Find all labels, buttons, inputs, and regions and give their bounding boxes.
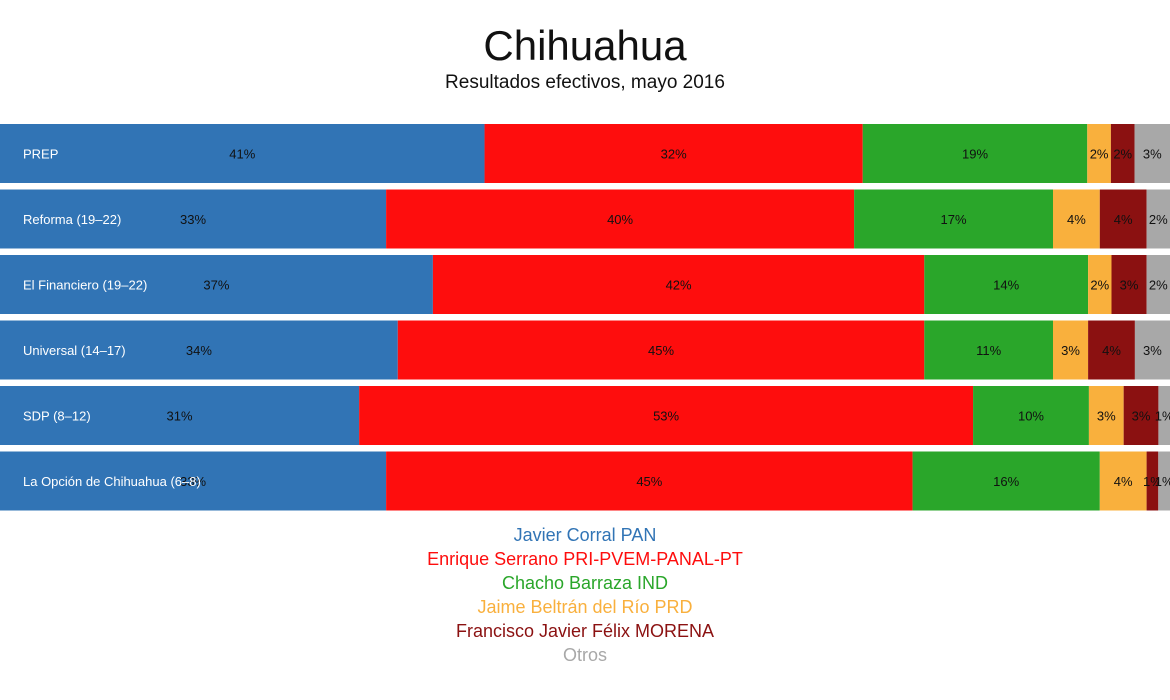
legend: Javier Corral PAN Enrique Serrano PRI-PVE… [0, 523, 1170, 667]
bar-segment [432, 255, 925, 314]
bar-segment [912, 451, 1100, 511]
bar-segment [1087, 124, 1111, 183]
bar-segment [1134, 320, 1170, 380]
data-label: 2% [1113, 147, 1132, 162]
bar-segment [0, 320, 398, 380]
bar-segment [1111, 255, 1147, 314]
bar-segment [0, 124, 485, 183]
data-label: 11% [976, 343, 1001, 358]
bar-segment [1099, 451, 1147, 511]
bar-segment [0, 386, 360, 445]
data-label: 4% [1102, 343, 1121, 358]
bar-row: 34% 45% 11% 3% 4% 3% Universal (14–17) [0, 320, 1170, 380]
bar-segment [386, 189, 855, 249]
bar-segment [397, 320, 925, 380]
bar-segment [1053, 320, 1089, 380]
data-label: 3% [1143, 343, 1162, 358]
bar-segment [1123, 386, 1159, 445]
data-label: 4% [1114, 474, 1133, 489]
legend-item: Chacho Barraza IND [501, 573, 669, 593]
bar-segment [1053, 189, 1100, 249]
data-label: 4% [1067, 212, 1086, 227]
data-label: 1% [1143, 474, 1162, 489]
bar-segment [359, 386, 974, 445]
data-label: 40% [607, 212, 633, 227]
data-label: 2% [1149, 278, 1168, 293]
bar-segment [0, 451, 387, 511]
data-label: 33% [180, 212, 206, 227]
data-label: 2% [1090, 147, 1109, 162]
legend-item: Francisco Javier Félix MORENA [455, 621, 715, 641]
data-label: 31% [167, 409, 193, 424]
bar-row: 41% 32% 19% 2% 2% 3% PREP [0, 124, 1170, 183]
bar-segment [854, 189, 1053, 249]
bar-segment [1158, 386, 1170, 445]
data-label: 45% [636, 474, 662, 489]
data-label: 45% [648, 343, 674, 358]
bar-segment [0, 189, 387, 249]
bar-segment [1088, 320, 1135, 380]
data-label: 37% [203, 278, 229, 293]
data-label: 3% [1143, 147, 1162, 162]
data-label: 41% [229, 147, 255, 162]
bar-segment [1099, 189, 1147, 249]
data-label: 42% [666, 278, 692, 293]
bar-row: 31% 53% 10% 3% 3% 1% SDP (8–12) [0, 386, 1170, 445]
bar-row: 33% 45% 16% 4% 1%1% La Opción de Chihuahua (6… [0, 451, 1170, 511]
data-label: 3% [1097, 409, 1116, 424]
data-label: 34% [186, 343, 212, 358]
bar-segment [1088, 255, 1112, 314]
data-label: 2% [1090, 278, 1109, 293]
bar-row: 33% 40% 17% 4% 4% 2% Reforma (19–22) [0, 189, 1170, 249]
category-label: La Opción de Chihuahua (6–8) [23, 474, 201, 489]
data-label: 32% [661, 147, 687, 162]
category-label: Universal (14–17) [23, 343, 126, 358]
bar-segment [924, 320, 1053, 380]
bar-segment [1146, 255, 1170, 314]
data-label: 14% [993, 278, 1019, 293]
data-label: 4% [1114, 212, 1133, 227]
data-label: 16% [993, 474, 1019, 489]
chart-title: Chihuahua [483, 22, 687, 69]
category-label: PREP [23, 147, 58, 162]
bar-segment [1158, 451, 1170, 511]
data-label: 33% [180, 474, 206, 489]
data-label: 3% [1061, 343, 1080, 358]
data-label: 3% [1132, 409, 1151, 424]
category-label: El Financiero (19–22) [23, 278, 147, 293]
bar-segment [973, 386, 1089, 445]
data-label: 53% [653, 409, 679, 424]
bar-segment [924, 255, 1089, 314]
bar-segment [1088, 386, 1124, 445]
bar-segment [484, 124, 863, 183]
data-label: 17% [941, 212, 967, 227]
data-label: 1% [1155, 409, 1170, 424]
legend-item: Jaime Beltrán del Río PRD [477, 597, 693, 617]
data-label: 3% [1120, 278, 1139, 293]
legend-item: Otros [562, 645, 607, 665]
bar-segment [0, 255, 433, 314]
category-label: Reforma (19–22) [23, 212, 121, 227]
data-label: 10% [1018, 409, 1044, 424]
bar-segment [386, 451, 913, 511]
category-label: SDP (8–12) [23, 409, 91, 424]
bar-segment [1146, 451, 1159, 511]
legend-item: Enrique Serrano PRI-PVEM-PANAL-PT [427, 549, 743, 569]
chart-subtitle: Resultados efectivos, mayo 2016 [445, 72, 725, 93]
data-label: 2% [1149, 212, 1168, 227]
data-label: 1% [1155, 474, 1170, 489]
legend-item: Javier Corral PAN [513, 525, 657, 545]
bar-segment [1110, 124, 1135, 183]
bar-row: 37% 42% 14% 2% 3% 2% El Financiero (19–22) [0, 255, 1170, 314]
bar-segment [862, 124, 1088, 183]
bar-segment [1146, 189, 1170, 249]
data-label: 19% [962, 147, 988, 162]
bar-segment [1134, 124, 1170, 183]
